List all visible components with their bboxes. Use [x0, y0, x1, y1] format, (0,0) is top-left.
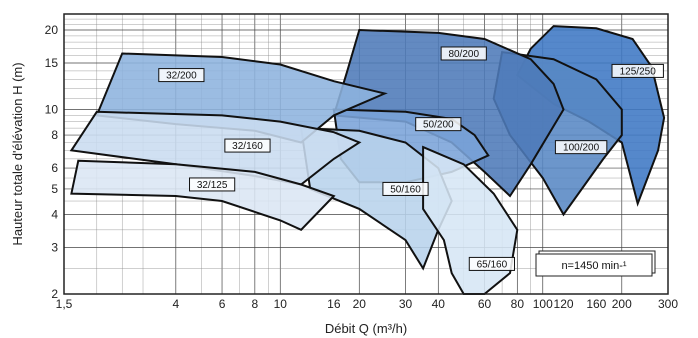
y-tick-label: 5	[51, 182, 58, 196]
x-tick-label: 1,5	[56, 297, 73, 311]
x-tick-label: 120	[554, 297, 574, 311]
y-tick-label: 4	[51, 208, 58, 222]
x-tick-label: 200	[612, 297, 632, 311]
region-label-text: 80/200	[448, 49, 479, 60]
region-label-50-160: 50/160	[382, 181, 429, 196]
speed-note: n=1450 min-¹	[535, 250, 656, 277]
region-label-text: 50/160	[390, 184, 421, 195]
x-tick-label: 16	[327, 297, 341, 311]
region-label-32-125: 32/125	[189, 177, 236, 192]
y-tick-label: 3	[51, 241, 58, 255]
x-axis-label: Débit Q (m³/h)	[325, 321, 407, 336]
region-label-80-200: 80/200	[440, 46, 487, 61]
region-label-text: 125/250	[620, 66, 657, 77]
region-label-text: 32/160	[232, 141, 263, 152]
y-tick-label: 15	[45, 56, 59, 70]
region-label-text: 50/200	[423, 120, 454, 131]
region-label-text: 100/200	[563, 143, 600, 154]
region-32-125	[70, 159, 336, 232]
x-tick-label: 8	[251, 297, 258, 311]
y-axis-label: Hauteur totale d'élévation H (m)	[10, 62, 25, 245]
region-label-32-160: 32/160	[224, 138, 271, 153]
region-label-50-200: 50/200	[415, 117, 462, 132]
x-tick-label: 160	[586, 297, 606, 311]
y-tick-label: 8	[51, 128, 58, 142]
x-tick-label: 30	[399, 297, 413, 311]
region-label-100-200: 100/200	[554, 140, 608, 155]
x-tick-labels: 1,5 4 6 8 10 16 20 30 40 60 80 100 120 160 200 300	[56, 297, 679, 311]
y-tick-labels: 2 3 4 5 6 8 10 15 20	[45, 23, 59, 301]
y-tick-label: 10	[45, 102, 59, 116]
x-tick-label: 4	[172, 297, 179, 311]
x-tick-label: 80	[511, 297, 525, 311]
pump-regions	[69, 25, 666, 295]
region-label-text: 65/160	[477, 259, 508, 270]
x-tick-label: 10	[274, 297, 288, 311]
x-tick-label: 20	[353, 297, 367, 311]
y-tick-label: 20	[45, 23, 59, 37]
region-label-65-160: 65/160	[468, 256, 515, 271]
x-tick-label: 300	[658, 297, 678, 311]
speed-note-text: n=1450 min-¹	[561, 260, 626, 272]
region-label-125-250: 125/250	[611, 63, 664, 78]
region-label-32-200: 32/200	[158, 68, 205, 83]
y-tick-label: 2	[51, 287, 58, 301]
y-tick-label: 6	[51, 161, 58, 175]
plot-frame	[63, 13, 669, 295]
x-tick-label: 60	[478, 297, 492, 311]
x-tick-label: 40	[432, 297, 446, 311]
x-tick-label: 100	[533, 297, 553, 311]
region-label-text: 32/200	[166, 71, 197, 82]
region-32-160	[69, 110, 362, 186]
region-label-text: 32/125	[197, 180, 228, 191]
region-labels: 125/250 100/200 80/200 50/200 50/160 32/200 32…	[158, 46, 664, 271]
x-tick-label: 6	[219, 297, 226, 311]
